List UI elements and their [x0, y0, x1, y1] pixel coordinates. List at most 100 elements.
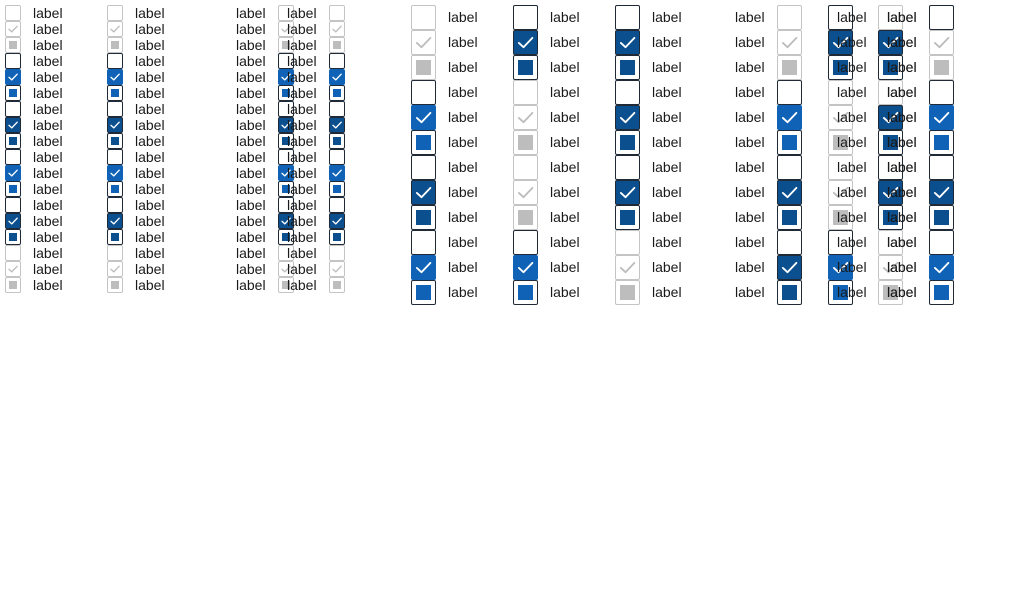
checkbox-indeterminate[interactable]: [878, 130, 903, 155]
checkbox-indeterminate[interactable]: [329, 85, 345, 101]
checkbox-checked[interactable]: [329, 213, 345, 229]
checkbox-indeterminate[interactable]: [107, 229, 123, 245]
checkbox-unchecked[interactable]: [278, 53, 294, 69]
checkbox-indeterminate[interactable]: [828, 55, 853, 80]
checkbox-indeterminate[interactable]: [777, 130, 802, 155]
checkbox-indeterminate[interactable]: [411, 205, 436, 230]
checkbox-indeterminate[interactable]: [878, 205, 903, 230]
checkbox-indeterminate[interactable]: [5, 229, 21, 245]
checkbox-checked[interactable]: [777, 255, 802, 280]
checkbox-unchecked[interactable]: [615, 5, 640, 30]
checkbox-unchecked[interactable]: [513, 230, 538, 255]
checkbox-unchecked[interactable]: [107, 101, 123, 117]
checkbox-unchecked[interactable]: [107, 197, 123, 213]
checkbox-checked[interactable]: [777, 105, 802, 130]
checkbox-indeterminate[interactable]: [777, 280, 802, 305]
checkbox-checked[interactable]: [513, 30, 538, 55]
checkbox-unchecked[interactable]: [5, 149, 21, 165]
checkbox-unchecked[interactable]: [329, 101, 345, 117]
checkbox-checked[interactable]: [828, 30, 853, 55]
checkbox-indeterminate[interactable]: [929, 205, 954, 230]
checkbox-unchecked[interactable]: [828, 5, 853, 30]
checkbox-checked[interactable]: [411, 180, 436, 205]
checkbox-checked[interactable]: [107, 165, 123, 181]
checkbox-checked[interactable]: [878, 105, 903, 130]
checkbox-indeterminate[interactable]: [929, 280, 954, 305]
checkbox-unchecked[interactable]: [5, 101, 21, 117]
checkbox-indeterminate[interactable]: [513, 55, 538, 80]
checkbox-checked[interactable]: [329, 165, 345, 181]
checkbox-checked[interactable]: [615, 105, 640, 130]
checkbox-checked[interactable]: [107, 117, 123, 133]
checkbox-indeterminate[interactable]: [278, 181, 294, 197]
checkbox-checked[interactable]: [278, 69, 294, 85]
checkbox-indeterminate[interactable]: [411, 280, 436, 305]
checkbox-unchecked[interactable]: [5, 197, 21, 213]
checkbox-indeterminate[interactable]: [278, 133, 294, 149]
checkbox-unchecked[interactable]: [929, 155, 954, 180]
checkbox-checked[interactable]: [929, 105, 954, 130]
checkbox-checked[interactable]: [513, 255, 538, 280]
checkbox-indeterminate[interactable]: [615, 130, 640, 155]
checkbox-unchecked[interactable]: [411, 80, 436, 105]
checkbox-checked[interactable]: [878, 180, 903, 205]
checkbox-checked[interactable]: [878, 30, 903, 55]
checkbox-unchecked[interactable]: [615, 155, 640, 180]
checkbox-checked[interactable]: [5, 165, 21, 181]
checkbox-indeterminate[interactable]: [329, 229, 345, 245]
checkbox-indeterminate[interactable]: [5, 85, 21, 101]
checkbox-checked[interactable]: [929, 180, 954, 205]
checkbox-checked[interactable]: [411, 255, 436, 280]
checkbox-unchecked[interactable]: [5, 53, 21, 69]
checkbox-indeterminate[interactable]: [329, 133, 345, 149]
checkbox-checked[interactable]: [5, 69, 21, 85]
checkbox-indeterminate[interactable]: [107, 133, 123, 149]
checkbox-checked[interactable]: [828, 255, 853, 280]
checkbox-checked[interactable]: [5, 213, 21, 229]
checkbox-checked[interactable]: [107, 69, 123, 85]
checkbox-unchecked[interactable]: [929, 230, 954, 255]
checkbox-unchecked[interactable]: [929, 80, 954, 105]
checkbox-unchecked[interactable]: [777, 155, 802, 180]
checkbox-indeterminate[interactable]: [513, 280, 538, 305]
checkbox-indeterminate[interactable]: [107, 85, 123, 101]
checkbox-unchecked[interactable]: [278, 101, 294, 117]
checkbox-unchecked[interactable]: [828, 230, 853, 255]
checkbox-checked[interactable]: [278, 117, 294, 133]
checkbox-unchecked[interactable]: [777, 80, 802, 105]
checkbox-checked[interactable]: [615, 30, 640, 55]
checkbox-unchecked[interactable]: [411, 230, 436, 255]
checkbox-unchecked[interactable]: [329, 53, 345, 69]
checkbox-unchecked[interactable]: [107, 53, 123, 69]
checkbox-unchecked[interactable]: [278, 197, 294, 213]
checkbox-checked[interactable]: [329, 117, 345, 133]
checkbox-indeterminate[interactable]: [615, 205, 640, 230]
checkbox-indeterminate[interactable]: [5, 133, 21, 149]
checkbox-checked[interactable]: [777, 180, 802, 205]
checkbox-unchecked[interactable]: [929, 5, 954, 30]
checkbox-checked[interactable]: [278, 165, 294, 181]
checkbox-unchecked[interactable]: [777, 230, 802, 255]
checkbox-indeterminate[interactable]: [107, 181, 123, 197]
checkbox-indeterminate[interactable]: [329, 181, 345, 197]
checkbox-unchecked[interactable]: [878, 155, 903, 180]
checkbox-checked[interactable]: [5, 117, 21, 133]
checkbox-checked[interactable]: [411, 105, 436, 130]
checkbox-unchecked[interactable]: [107, 149, 123, 165]
checkbox-indeterminate[interactable]: [828, 280, 853, 305]
checkbox-indeterminate[interactable]: [929, 130, 954, 155]
checkbox-unchecked[interactable]: [615, 80, 640, 105]
checkbox-unchecked[interactable]: [411, 155, 436, 180]
checkbox-indeterminate[interactable]: [278, 229, 294, 245]
checkbox-checked[interactable]: [329, 69, 345, 85]
checkbox-unchecked[interactable]: [329, 149, 345, 165]
checkbox-indeterminate[interactable]: [5, 181, 21, 197]
checkbox-indeterminate[interactable]: [278, 85, 294, 101]
checkbox-checked[interactable]: [929, 255, 954, 280]
checkbox-indeterminate[interactable]: [878, 55, 903, 80]
checkbox-indeterminate[interactable]: [411, 130, 436, 155]
checkbox-unchecked[interactable]: [513, 5, 538, 30]
checkbox-indeterminate[interactable]: [777, 205, 802, 230]
checkbox-unchecked[interactable]: [278, 149, 294, 165]
checkbox-checked[interactable]: [107, 213, 123, 229]
